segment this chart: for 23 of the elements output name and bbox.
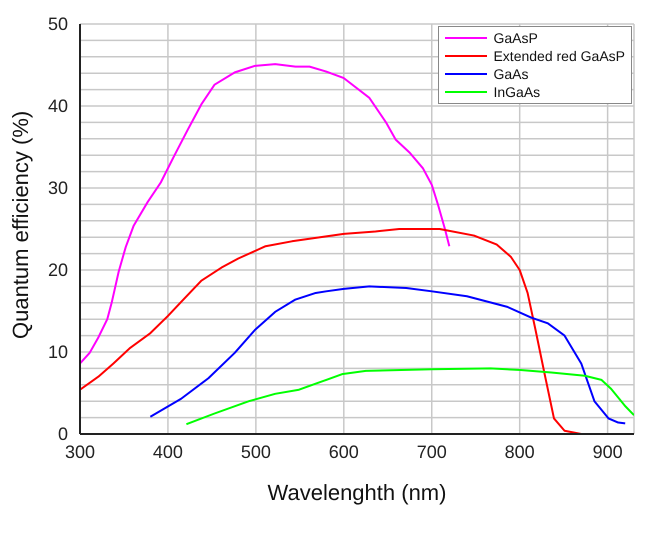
x-tick-label: 700 <box>416 442 447 462</box>
legend-label: InGaAs <box>493 83 540 101</box>
y-tick-label: 10 <box>48 342 68 362</box>
y-tick-label: 0 <box>58 424 68 444</box>
x-tick-label: 400 <box>152 442 183 462</box>
x-tick-label: 600 <box>328 442 359 462</box>
x-axis-title: Wavelenghth (nm) <box>268 480 446 505</box>
x-tick-label: 300 <box>64 442 96 462</box>
y-tick-label: 20 <box>48 260 68 280</box>
y-axis-title: Quantum efficiency (%) <box>8 110 33 339</box>
x-tick-label: 800 <box>504 442 535 462</box>
line-series <box>149 285 626 424</box>
y-tick-label: 30 <box>48 178 68 198</box>
x-tick-label: 500 <box>240 442 271 462</box>
y-tick-label: 40 <box>48 96 68 116</box>
x-tick-label: 900 <box>592 442 623 462</box>
line-series <box>185 367 634 426</box>
legend-label: GaAsP <box>493 29 538 47</box>
legend-label: GaAs <box>493 65 528 83</box>
line-series <box>80 63 450 364</box>
line-series <box>80 228 582 434</box>
y-tick-label: 50 <box>48 14 68 34</box>
legend-label: Extended red GaAsP <box>493 47 625 65</box>
